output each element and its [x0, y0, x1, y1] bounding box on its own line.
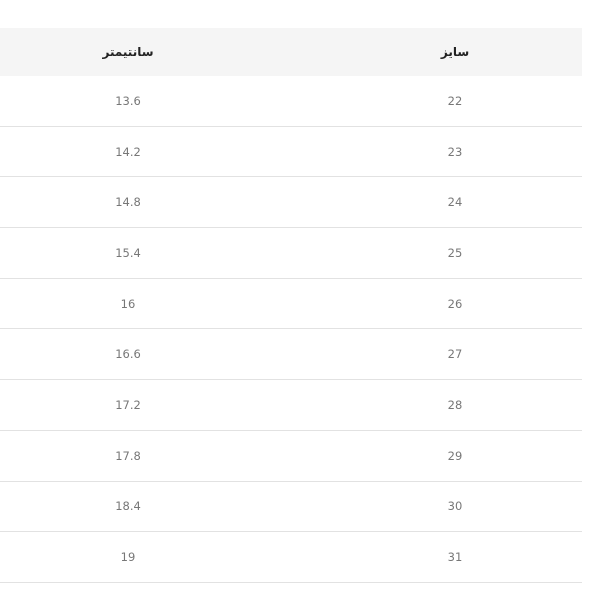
table-row: 19 31 [0, 532, 582, 583]
header-centimeter: سانتیمتر [102, 45, 154, 59]
cell-size: 22 [447, 93, 463, 108]
cell-size: 26 [447, 296, 463, 311]
table-row: 14.8 24 [0, 177, 582, 229]
cell-centimeter: 16 [120, 296, 136, 311]
cell-size: 23 [447, 144, 463, 159]
table-row: 17.2 28 [0, 380, 582, 431]
size-chart-table: سانتیمتر سایز 13.6 22 14.2 23 14.8 24 15.4 25 16… [0, 28, 582, 583]
header-size: سایز [440, 45, 470, 59]
cell-centimeter: 14.8 [115, 195, 141, 210]
cell-centimeter: 16.6 [115, 347, 141, 362]
table-row: 16 26 [0, 279, 582, 330]
table-row: 14.2 23 [0, 127, 582, 178]
table-row: 15.4 25 [0, 228, 582, 279]
table-row: 17.8 29 [0, 431, 582, 482]
cell-size: 25 [447, 245, 463, 260]
cell-size: 28 [447, 397, 463, 412]
cell-centimeter: 15.4 [115, 245, 141, 260]
table-body: 13.6 22 14.2 23 14.8 24 15.4 25 16 26 16.6 27 17.2 28… [0, 76, 582, 583]
table-row: 13.6 22 [0, 76, 582, 127]
cell-centimeter: 17.2 [115, 397, 141, 412]
cell-centimeter: 17.8 [115, 448, 141, 463]
cell-size: 24 [447, 195, 463, 210]
table-header: سانتیمتر سایز [0, 28, 582, 76]
cell-centimeter: 19 [120, 550, 136, 565]
cell-centimeter: 13.6 [115, 93, 141, 108]
table-row: 16.6 27 [0, 329, 582, 381]
cell-size: 31 [447, 550, 463, 565]
table-row: 18.4 30 [0, 482, 582, 533]
cell-centimeter: 18.4 [115, 499, 141, 514]
cell-size: 27 [447, 347, 463, 362]
cell-size: 30 [447, 499, 463, 514]
cell-size: 29 [447, 448, 463, 463]
cell-centimeter: 14.2 [115, 144, 141, 159]
